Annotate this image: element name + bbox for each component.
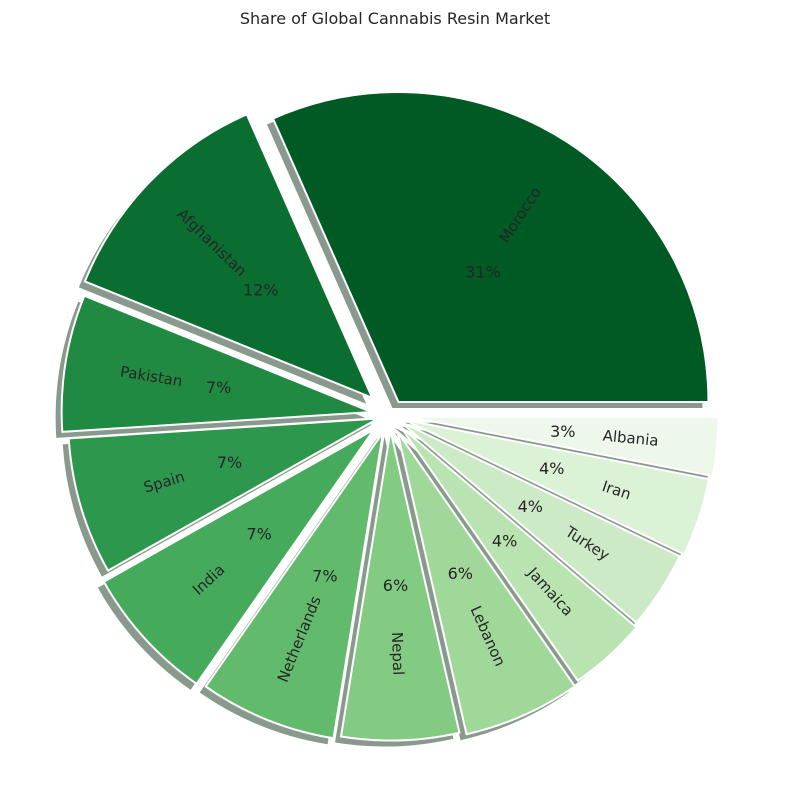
pie-slice-netherlands (204, 431, 385, 740)
pie-slice-morocco (271, 91, 710, 404)
pie-slice-nepal (340, 429, 461, 742)
pie-slice-india (102, 428, 375, 685)
slice-percent-afghanistan: 12% (243, 280, 279, 299)
pie-slice-albania (407, 415, 720, 478)
slice-percent-turkey: 4% (518, 497, 543, 516)
slice-percent-albania: 3% (550, 422, 575, 441)
slice-label-nepal: Nepal (388, 632, 407, 676)
slice-percent-nepal: 6% (383, 576, 408, 595)
slice-percent-spain: 7% (217, 453, 242, 472)
pie-slice-jamaica (399, 425, 638, 682)
pie-slice-turkey (399, 420, 681, 624)
pie-slice-spain (67, 417, 380, 572)
slice-percent-india: 7% (246, 524, 271, 543)
pie-slice-pakistan (60, 294, 373, 433)
pie-slice-lebanon (396, 431, 576, 736)
slice-label-albania: Albania (602, 427, 659, 450)
slice-percent-jamaica: 4% (492, 532, 517, 551)
pie-slices (60, 91, 720, 742)
slice-percent-netherlands: 7% (312, 566, 337, 585)
slice-percent-pakistan: 7% (206, 378, 231, 397)
pie-slice-afghanistan (83, 113, 374, 399)
slice-percent-iran: 4% (539, 459, 564, 478)
chart-title: Share of Global Cannabis Resin Market (240, 9, 550, 28)
slice-percent-lebanon: 6% (448, 564, 473, 583)
slice-percent-morocco: 31% (465, 263, 501, 282)
pie-slice-iran (403, 418, 710, 556)
